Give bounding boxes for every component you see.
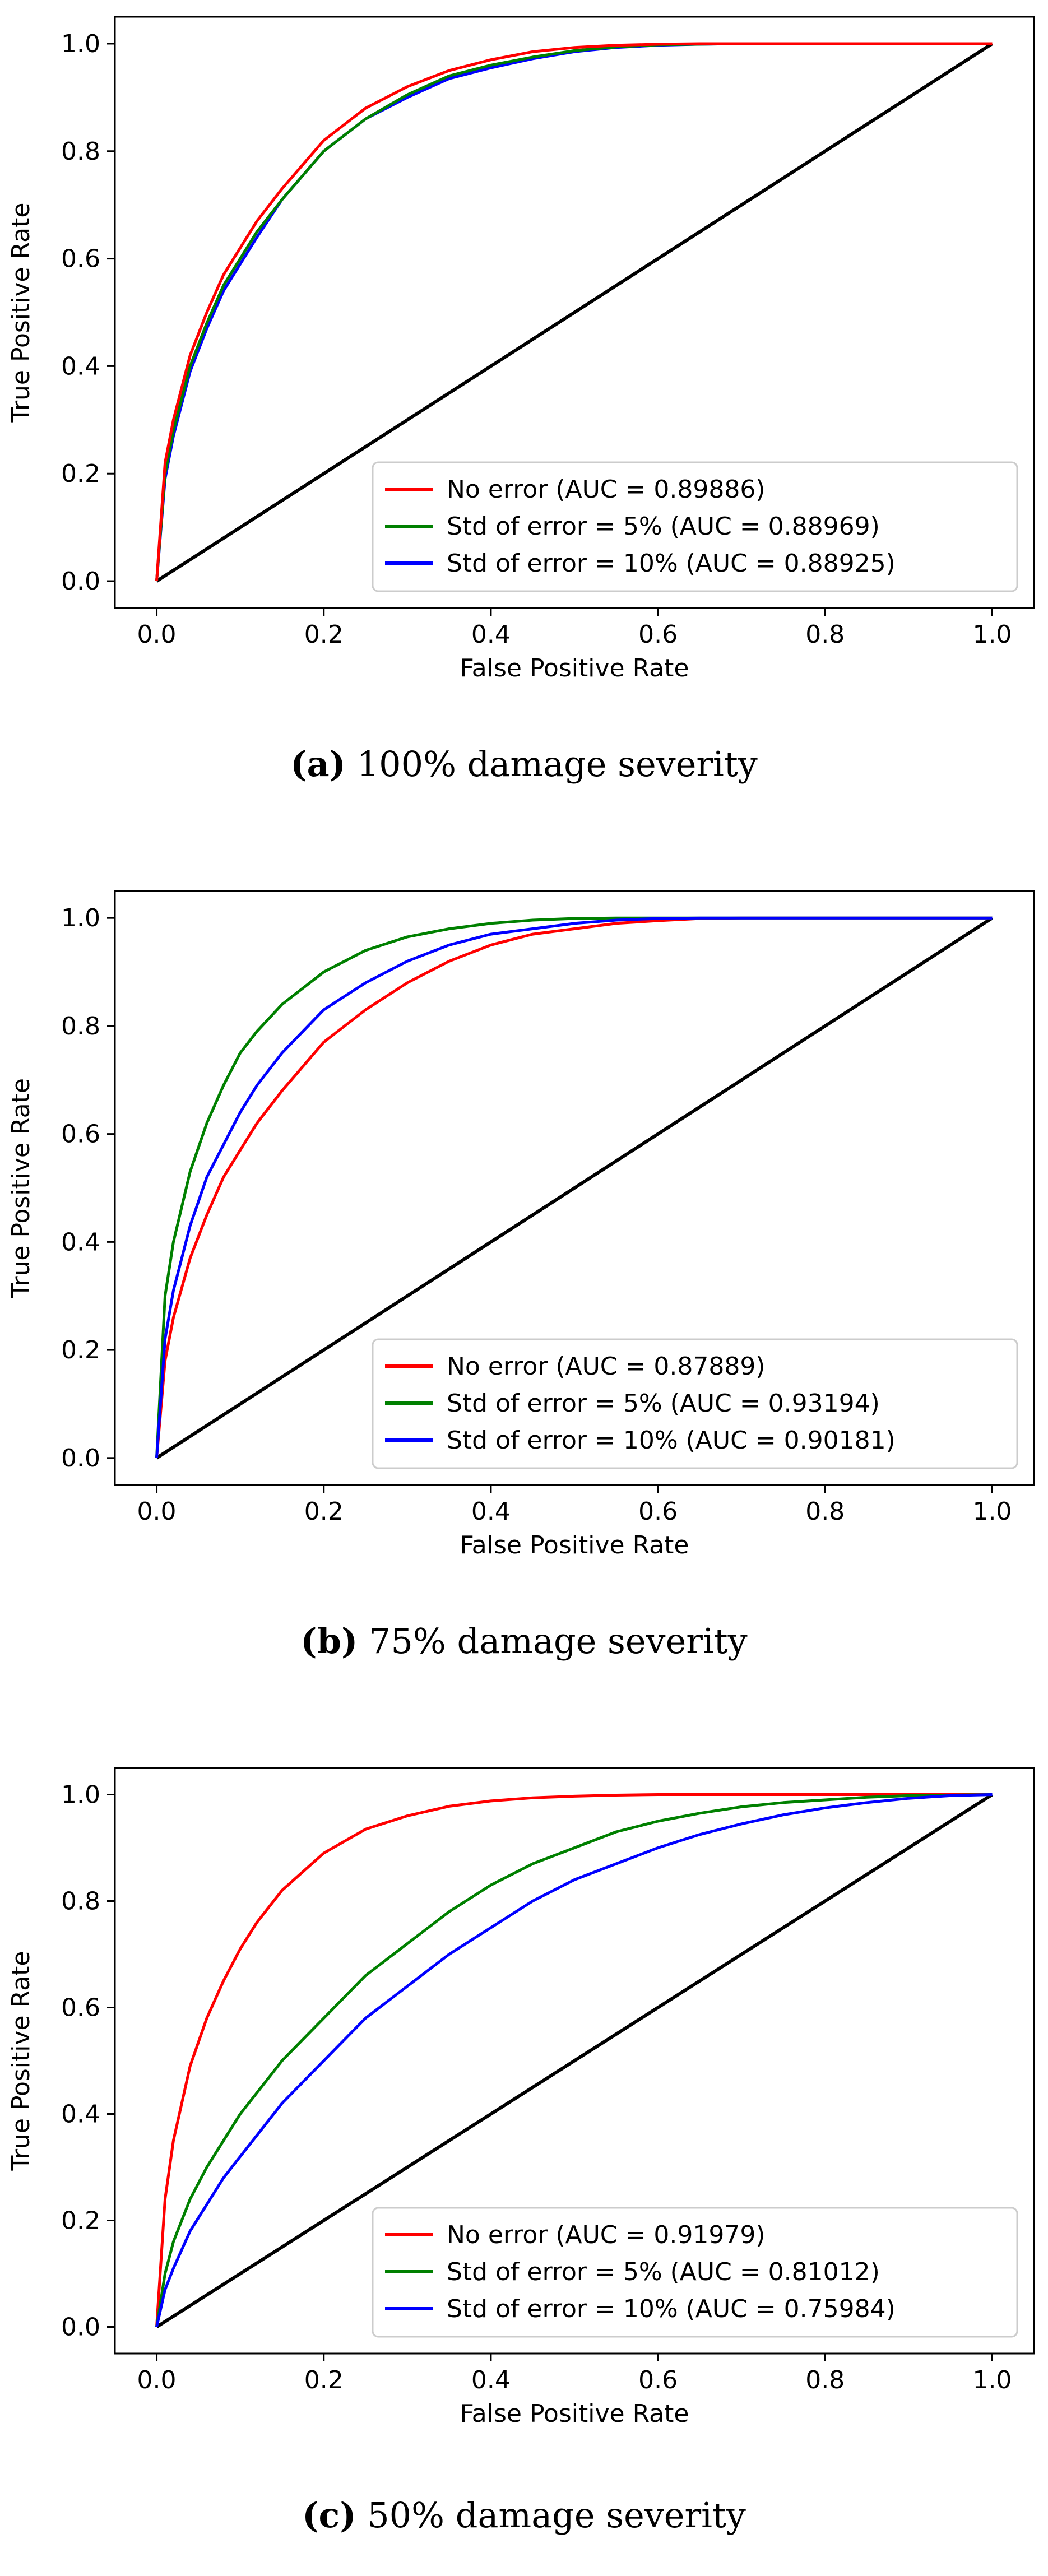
panel-caption: (c) 50% damage severity bbox=[302, 2495, 746, 2536]
legend-label: No error (AUC = 0.89886) bbox=[447, 475, 765, 504]
roc-curve-no-error bbox=[155, 1793, 993, 2327]
caption-letter: (c) bbox=[302, 2495, 356, 2536]
x-tick-label: 0.2 bbox=[304, 1497, 344, 1526]
x-axis-title: False Positive Rate bbox=[460, 654, 689, 683]
y-tick-label: 1.0 bbox=[61, 1781, 100, 1809]
legend-label: No error (AUC = 0.87889) bbox=[447, 1352, 765, 1381]
x-tick-label: 0.2 bbox=[304, 620, 344, 649]
legend-label: Std of error = 10% (AUC = 0.75984) bbox=[447, 2295, 896, 2323]
panel-caption: (b) 75% damage severity bbox=[300, 1621, 747, 1661]
y-tick-label: 0.2 bbox=[61, 2207, 100, 2235]
legend-label: Std of error = 5% (AUC = 0.93194) bbox=[447, 1389, 880, 1418]
legend-label: Std of error = 10% (AUC = 0.90181) bbox=[447, 1426, 896, 1455]
y-tick-label: 0.6 bbox=[61, 1994, 100, 2022]
x-tick-label: 0.0 bbox=[137, 1497, 177, 1526]
x-tick-label: 0.8 bbox=[805, 1497, 845, 1526]
diagonal-line bbox=[155, 42, 994, 583]
y-tick-label: 0.4 bbox=[61, 2100, 100, 2129]
x-tick-label: 0.4 bbox=[471, 620, 511, 649]
y-axis-title: True Positive Rate bbox=[7, 1951, 35, 2171]
caption-text: 75% damage severity bbox=[358, 1621, 747, 1661]
y-tick-label: 0.4 bbox=[61, 1228, 100, 1256]
x-tick-label: 1.0 bbox=[972, 620, 1012, 649]
y-axis-title: True Positive Rate bbox=[7, 1078, 35, 1298]
diagonal-line bbox=[155, 916, 994, 1460]
y-tick-label: 0.6 bbox=[61, 1120, 100, 1149]
legend-box bbox=[372, 1338, 1018, 1469]
roc-curve-no-error bbox=[155, 42, 993, 582]
legend-label: No error (AUC = 0.91979) bbox=[447, 2221, 765, 2249]
y-tick-label: 0.8 bbox=[61, 137, 100, 166]
x-tick-label: 0.4 bbox=[471, 1497, 511, 1526]
diagonal-line bbox=[155, 1793, 994, 2329]
x-tick-label: 0.4 bbox=[471, 2366, 511, 2394]
roc-curve-std5 bbox=[155, 1793, 993, 2327]
x-tick-label: 0.6 bbox=[638, 1497, 678, 1526]
x-tick-label: 0.0 bbox=[137, 2366, 177, 2394]
x-tick-label: 0.8 bbox=[805, 620, 845, 649]
x-tick-label: 0.0 bbox=[137, 620, 177, 649]
y-tick-label: 0.2 bbox=[61, 1336, 100, 1364]
x-tick-label: 1.0 bbox=[972, 2366, 1012, 2394]
x-tick-label: 0.6 bbox=[638, 2366, 678, 2394]
panel-caption: (a) 100% damage severity bbox=[290, 744, 758, 785]
y-tick-label: 0.2 bbox=[61, 459, 100, 488]
caption-text: 100% damage severity bbox=[346, 744, 758, 785]
caption-text: 50% damage severity bbox=[356, 2495, 746, 2536]
y-axis-title: True Positive Rate bbox=[7, 203, 35, 423]
legend-label: Std of error = 5% (AUC = 0.88969) bbox=[447, 512, 880, 541]
x-tick-label: 0.8 bbox=[805, 2366, 845, 2394]
x-tick-label: 1.0 bbox=[972, 1497, 1012, 1526]
y-tick-label: 1.0 bbox=[61, 904, 100, 932]
legend-label: Std of error = 5% (AUC = 0.81012) bbox=[447, 2258, 880, 2286]
y-tick-label: 1.0 bbox=[61, 30, 100, 58]
y-tick-label: 0.0 bbox=[61, 1444, 100, 1473]
x-axis-title: False Positive Rate bbox=[460, 2399, 689, 2428]
x-tick-label: 0.2 bbox=[304, 2366, 344, 2394]
roc-panel-c: 0.0 0.2 0.4 0.6 0.8 1.0 0.0 0.2 0.4 0.6 0.8 1.0 Fals… bbox=[7, 1767, 1035, 2536]
caption-letter: (a) bbox=[290, 744, 346, 785]
x-axis-title: False Positive Rate bbox=[460, 1531, 689, 1559]
roc-curve-std10 bbox=[155, 1793, 993, 2328]
roc-panel-b: 0.0 0.2 0.4 0.6 0.8 1.0 0.0 0.2 0.4 0.6 0.8 1.0 Fals… bbox=[7, 890, 1035, 1661]
y-tick-label: 0.8 bbox=[61, 1887, 100, 1916]
y-tick-label: 0.0 bbox=[61, 2313, 100, 2342]
y-tick-label: 0.6 bbox=[61, 245, 100, 273]
y-tick-label: 0.0 bbox=[61, 567, 100, 596]
y-tick-label: 0.4 bbox=[61, 352, 100, 380]
y-tick-label: 0.8 bbox=[61, 1012, 100, 1041]
roc-panel-a: 0.0 0.2 0.4 0.6 0.8 1.0 0.0 0.2 0.4 0.6 0.8 1.0 Fals… bbox=[7, 16, 1035, 785]
x-tick-label: 0.6 bbox=[638, 620, 678, 649]
roc-curve-no-error bbox=[155, 916, 993, 1459]
roc-curve-std10 bbox=[155, 916, 993, 1458]
legend-label: Std of error = 10% (AUC = 0.88925) bbox=[447, 549, 896, 578]
legend-box bbox=[372, 461, 1018, 592]
legend-box bbox=[372, 2207, 1018, 2338]
caption-letter: (b) bbox=[300, 1621, 358, 1661]
